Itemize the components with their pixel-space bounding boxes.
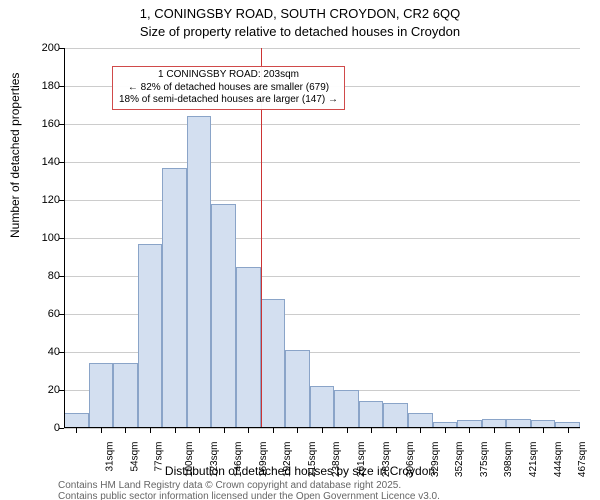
- annotation-line2: ← 82% of detached houses are smaller (67…: [119, 82, 338, 95]
- ytick-label: 80: [30, 270, 60, 282]
- histogram-bar: [187, 116, 212, 428]
- histogram-bar: [359, 401, 384, 428]
- xtick-mark: [322, 428, 323, 433]
- histogram-bar: [211, 204, 236, 428]
- footnote-line1: Contains HM Land Registry data © Crown c…: [58, 480, 401, 491]
- xtick-mark: [224, 428, 225, 433]
- ytick-label: 60: [30, 308, 60, 320]
- histogram-bar: [236, 267, 261, 429]
- xtick-mark: [519, 428, 520, 433]
- histogram-bar: [334, 390, 359, 428]
- annotation-line1: 1 CONINGSBY ROAD: 203sqm: [119, 69, 338, 82]
- ytick-mark: [59, 428, 64, 429]
- histogram-bar: [261, 299, 286, 428]
- annotation-box: 1 CONINGSBY ROAD: 203sqm ← 82% of detach…: [112, 66, 345, 110]
- y-axis-line: [64, 48, 65, 428]
- gridline: [64, 124, 580, 125]
- xtick-mark: [494, 428, 495, 433]
- histogram-bar: [408, 413, 433, 428]
- xtick-mark: [396, 428, 397, 433]
- xtick-mark: [445, 428, 446, 433]
- xtick-mark: [543, 428, 544, 433]
- xtick-mark: [248, 428, 249, 433]
- xtick-mark: [469, 428, 470, 433]
- ytick-label: 160: [30, 118, 60, 130]
- gridline: [64, 48, 580, 49]
- ytick-label: 0: [30, 422, 60, 434]
- histogram-bar: [64, 413, 89, 428]
- footnote-line2: Contains public sector information licen…: [58, 491, 440, 500]
- histogram-bar: [138, 244, 163, 428]
- ytick-label: 140: [30, 156, 60, 168]
- ytick-label: 120: [30, 194, 60, 206]
- ytick-mark: [59, 200, 64, 201]
- xtick-mark: [101, 428, 102, 433]
- xtick-mark: [273, 428, 274, 433]
- ytick-mark: [59, 352, 64, 353]
- x-axis-label: Distribution of detached houses by size …: [0, 464, 600, 478]
- xtick-mark: [125, 428, 126, 433]
- xtick-mark: [347, 428, 348, 433]
- ytick-mark: [59, 162, 64, 163]
- ytick-mark: [59, 390, 64, 391]
- histogram-bar: [310, 386, 335, 428]
- chart-container: 1, CONINGSBY ROAD, SOUTH CROYDON, CR2 6Q…: [0, 0, 600, 500]
- xtick-mark: [199, 428, 200, 433]
- gridline: [64, 200, 580, 201]
- histogram-bar: [89, 363, 114, 428]
- xtick-mark: [76, 428, 77, 433]
- ytick-label: 20: [30, 384, 60, 396]
- gridline: [64, 238, 580, 239]
- ytick-mark: [59, 86, 64, 87]
- ytick-mark: [59, 314, 64, 315]
- xtick-mark: [175, 428, 176, 433]
- ytick-mark: [59, 124, 64, 125]
- xtick-mark: [568, 428, 569, 433]
- ytick-label: 100: [30, 232, 60, 244]
- xtick-mark: [297, 428, 298, 433]
- annotation-line3: 18% of semi-detached houses are larger (…: [119, 94, 338, 107]
- xtick-mark: [420, 428, 421, 433]
- histogram-bar: [383, 403, 408, 428]
- histogram-bar: [162, 168, 187, 428]
- chart-title-line1: 1, CONINGSBY ROAD, SOUTH CROYDON, CR2 6Q…: [0, 6, 600, 21]
- ytick-label: 180: [30, 80, 60, 92]
- ytick-mark: [59, 276, 64, 277]
- ytick-label: 40: [30, 346, 60, 358]
- xtick-mark: [150, 428, 151, 433]
- gridline: [64, 162, 580, 163]
- ytick-mark: [59, 238, 64, 239]
- ytick-label: 200: [30, 42, 60, 54]
- ytick-mark: [59, 48, 64, 49]
- histogram-bar: [285, 350, 310, 428]
- histogram-bar: [113, 363, 138, 428]
- chart-title-line2: Size of property relative to detached ho…: [0, 24, 600, 39]
- y-axis-label: Number of detached properties: [8, 73, 22, 238]
- xtick-mark: [371, 428, 372, 433]
